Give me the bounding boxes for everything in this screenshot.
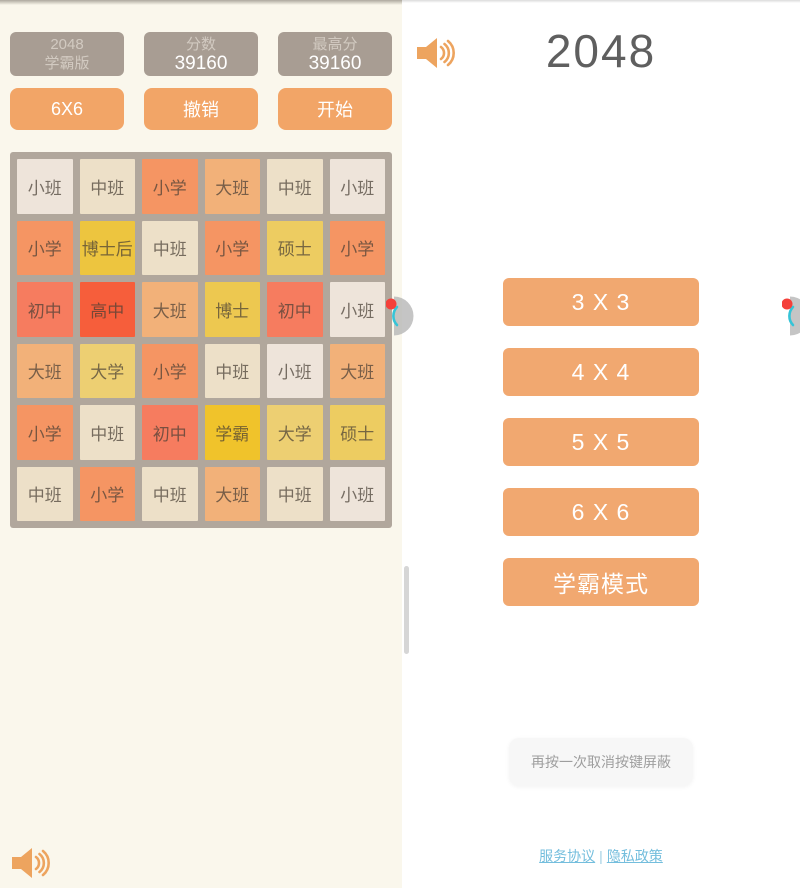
tile: 小班	[329, 282, 385, 337]
best-score-display: 最高分 39160	[278, 32, 392, 76]
tile: 中班	[79, 159, 135, 214]
start-button[interactable]: 开始	[278, 88, 392, 130]
footer-links: 服务协议 | 隐私政策	[402, 846, 800, 866]
best-score-value: 39160	[308, 53, 362, 74]
game-board[interactable]: 小班 中班 小学 大班 中班 小班 小学 博士后 中班 小学 硕士 小学 初中 高中 大班 博士 初中 小班 大班大…	[10, 152, 392, 528]
score-value: 39160	[174, 53, 228, 74]
tile: 大班	[17, 343, 73, 398]
tile: 小班	[329, 466, 385, 521]
tile: 小班	[17, 159, 73, 214]
menu-button-3x3[interactable]: 3 X 3	[503, 278, 699, 326]
sound-toggle-button[interactable]	[415, 36, 455, 70]
tile: 小班	[267, 343, 323, 398]
assistant-cyan-arc	[788, 305, 795, 327]
tile: 小学	[79, 466, 135, 521]
toast-message: 再按一次取消按键屏蔽	[509, 738, 693, 786]
tile: 中班	[142, 466, 198, 521]
scrollbar[interactable]	[404, 566, 409, 654]
tile: 博士	[204, 282, 260, 337]
tile: 硕士	[267, 220, 323, 275]
control-row: 6X6 撤销 开始	[0, 76, 402, 130]
tile: 大学	[79, 343, 135, 398]
game-panel: 2048 学霸版 分数 39160 最高分 39160 6X6 撤销 开始 小班…	[0, 0, 402, 888]
footer-separator: |	[599, 848, 603, 864]
menu-button-4x4[interactable]: 4 X 4	[503, 348, 699, 396]
undo-button[interactable]: 撤销	[144, 88, 258, 130]
tile: 小学	[142, 343, 198, 398]
tile: 初中	[142, 405, 198, 460]
tile: 小学	[17, 405, 73, 460]
assistant-half-circle	[394, 296, 414, 336]
tile: 小学	[17, 220, 73, 275]
tile: 中班	[267, 466, 323, 521]
tile: 中班	[142, 220, 198, 275]
terms-link[interactable]: 服务协议	[539, 848, 596, 864]
menu-button-scholar-mode[interactable]: 学霸模式	[503, 558, 699, 606]
score-display: 分数 39160	[144, 32, 258, 76]
tile: 初中	[17, 282, 73, 337]
tile: 大学	[267, 405, 323, 460]
tile: 硕士	[329, 405, 385, 460]
tile: 大班	[329, 343, 385, 398]
mode-menu: 3 X 3 4 X 4 5 X 5 6 X 6 学霸模式	[503, 278, 699, 606]
tile: 大班	[204, 466, 260, 521]
score-label: 分数	[185, 36, 216, 53]
red-dot-badge	[781, 298, 793, 310]
title-line2: 学霸版	[44, 55, 90, 72]
red-dot-badge	[385, 298, 397, 310]
tile: 小学	[204, 220, 260, 275]
tile: 大班	[204, 159, 260, 214]
tile: 学霸	[204, 405, 260, 460]
tile: 中班	[267, 159, 323, 214]
best-score-label: 最高分	[312, 36, 358, 53]
privacy-link[interactable]: 隐私政策	[606, 848, 663, 864]
page-title: 2048	[545, 25, 657, 77]
speaker-icon	[12, 848, 50, 878]
tile: 博士后	[79, 220, 135, 275]
title-badge: 2048 学霸版	[10, 32, 124, 76]
sound-toggle-button[interactable]	[10, 846, 50, 880]
score-header: 2048 学霸版 分数 39160 最高分 39160	[0, 0, 402, 76]
assistant-widget-icon[interactable]	[385, 293, 424, 339]
title-line1: 2048	[50, 36, 84, 53]
menu-button-6x6[interactable]: 6 X 6	[503, 488, 699, 536]
tile: 高中	[79, 282, 135, 337]
tile: 小学	[329, 220, 385, 275]
tile: 初中	[267, 282, 323, 337]
tile: 中班	[17, 466, 73, 521]
speaker-icon	[417, 38, 455, 68]
tile: 中班	[204, 343, 260, 398]
grid-size-button[interactable]: 6X6	[10, 88, 124, 130]
menu-button-5x5[interactable]: 5 X 5	[503, 418, 699, 466]
tile: 小学	[142, 159, 198, 214]
assistant-cyan-arc	[392, 305, 399, 327]
tile: 大班	[142, 282, 198, 337]
menu-panel: 2048 3 X 3 4 X 4 5 X 5 6 X 6 学霸模式 再按一次取消…	[402, 0, 800, 888]
tile: 小班	[329, 159, 385, 214]
assistant-widget-icon[interactable]	[781, 293, 800, 339]
tile: 中班	[79, 405, 135, 460]
